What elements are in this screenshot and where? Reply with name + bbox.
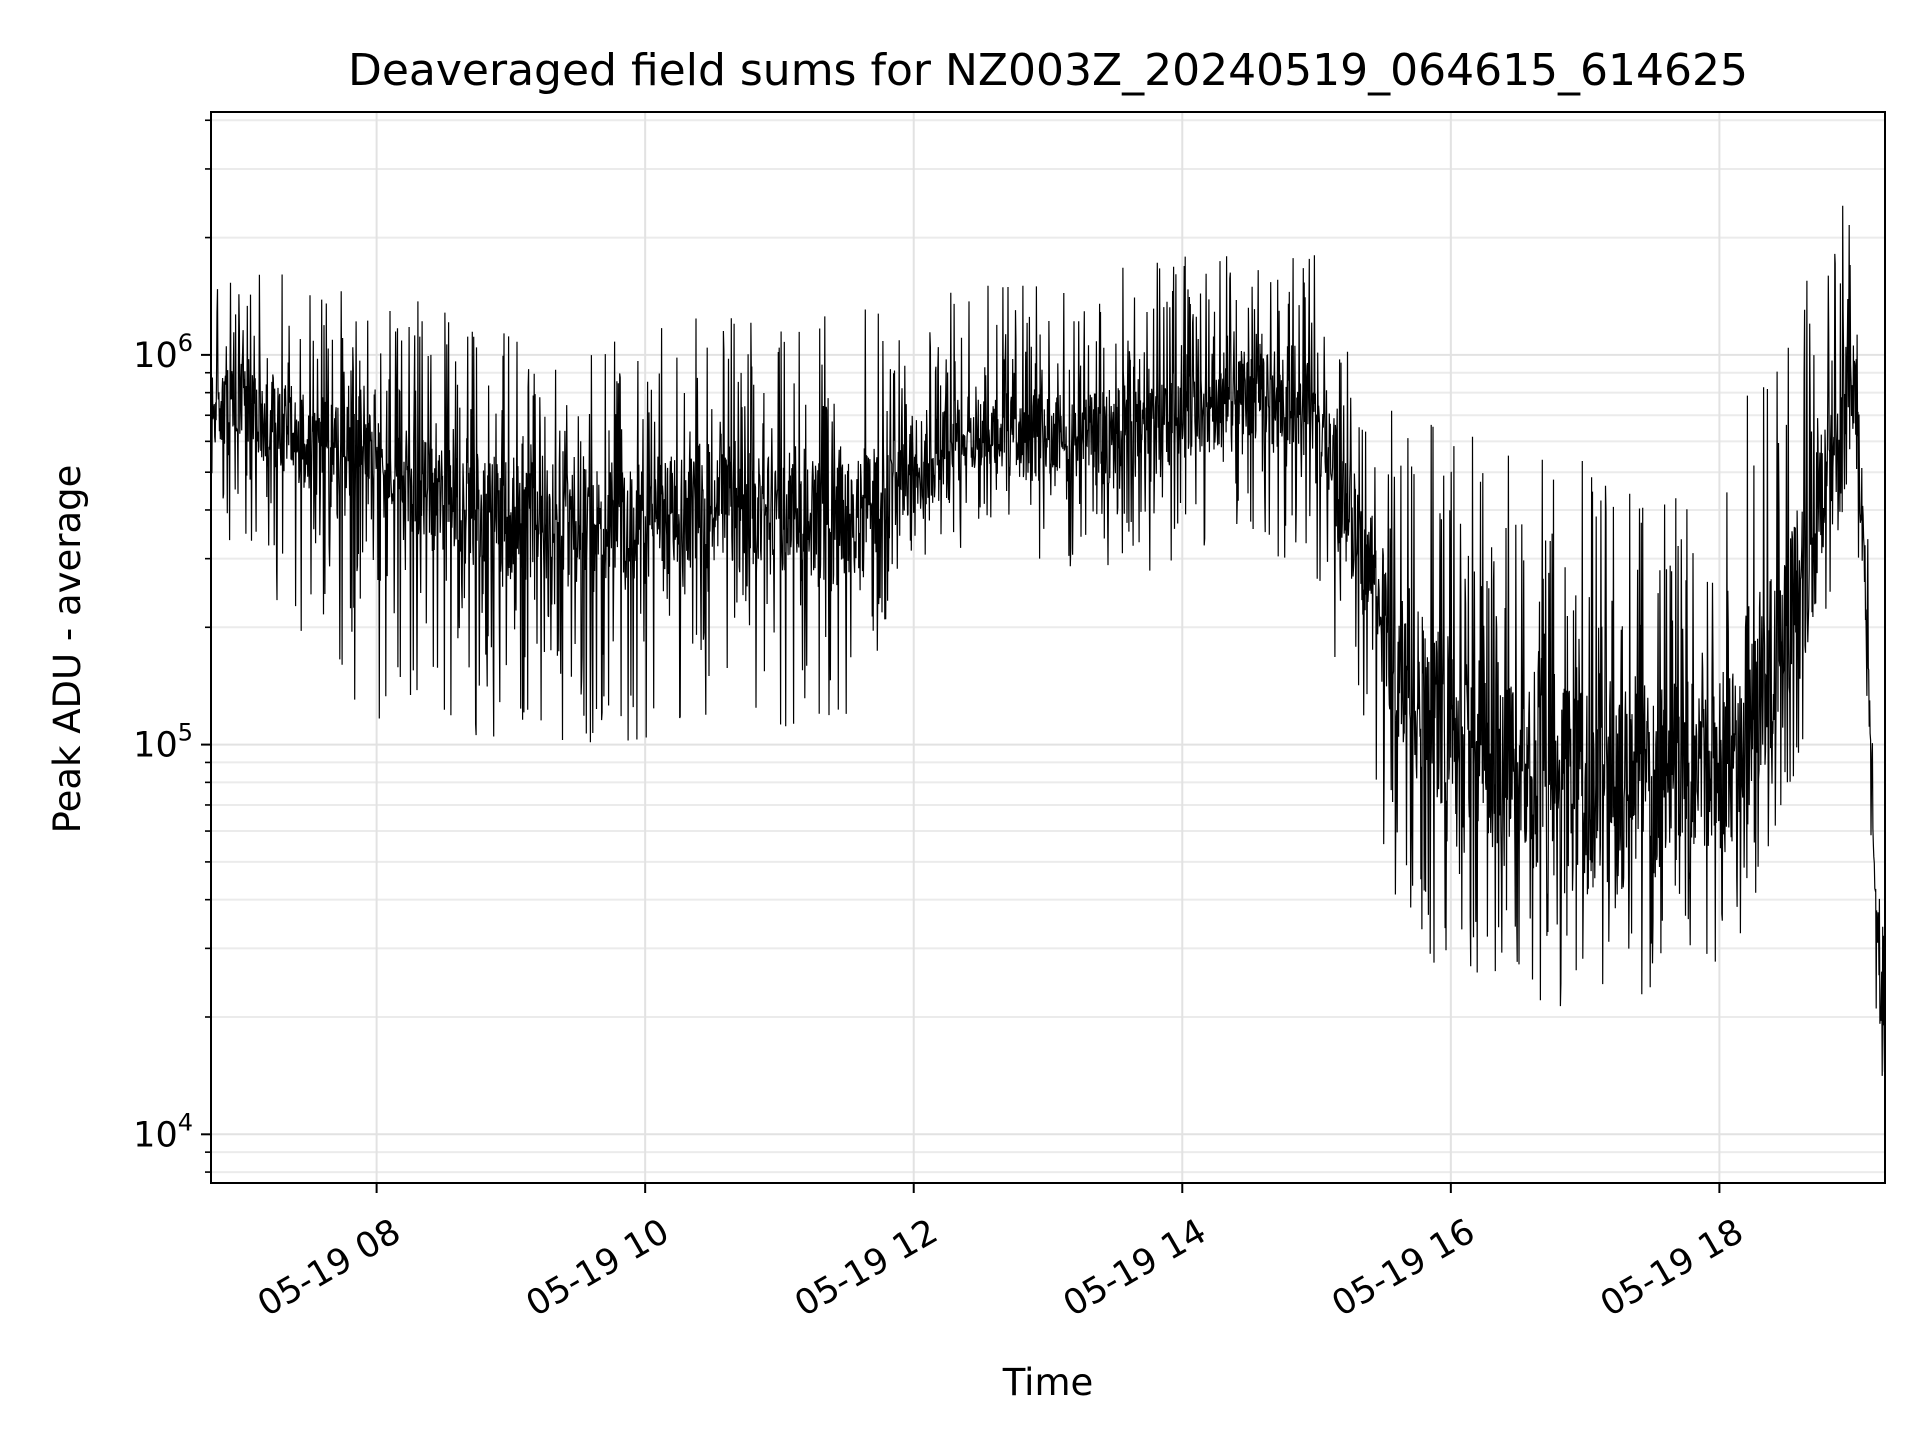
plot-area bbox=[210, 205, 1886, 1076]
y-axis-label: Peak ADU - average bbox=[46, 465, 89, 834]
x-axis-label: Time bbox=[1002, 1361, 1094, 1404]
y-tick-label: 106 bbox=[133, 329, 193, 376]
axes-frame bbox=[210, 111, 1886, 1184]
y-tick-label: 104 bbox=[133, 1108, 193, 1155]
axis-ticks bbox=[201, 119, 1721, 1193]
y-tick-label: 105 bbox=[133, 719, 193, 766]
y-axis-tick-labels: 104 105 106 bbox=[133, 329, 193, 1155]
series-line bbox=[210, 205, 1886, 1076]
chart-title: Deaveraged field sums for NZ003Z_2024051… bbox=[348, 45, 1748, 96]
